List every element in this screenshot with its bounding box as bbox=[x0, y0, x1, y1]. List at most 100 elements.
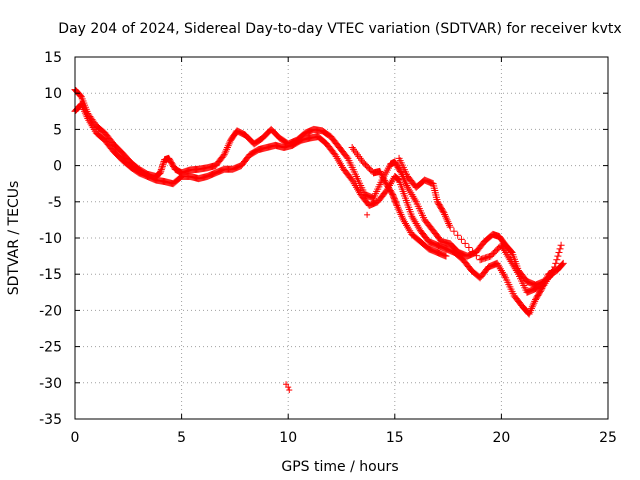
data-point bbox=[355, 153, 363, 161]
data-point bbox=[454, 231, 462, 239]
y-tick-label: -15 bbox=[39, 267, 62, 283]
data-point bbox=[500, 245, 508, 253]
data-point bbox=[559, 259, 567, 267]
data-point bbox=[334, 156, 342, 164]
y-axis-label: SDTVAR / TECUs bbox=[6, 181, 22, 296]
x-tick-label: 25 bbox=[599, 430, 617, 446]
y-tick-label: 10 bbox=[44, 86, 62, 102]
data-point bbox=[411, 218, 419, 226]
data-point bbox=[529, 301, 537, 309]
data-point bbox=[379, 174, 387, 182]
data-point bbox=[512, 267, 520, 275]
grid bbox=[75, 57, 608, 419]
data-point bbox=[395, 205, 403, 213]
data-point bbox=[505, 254, 513, 262]
data-point bbox=[440, 209, 448, 217]
data-point bbox=[81, 107, 89, 115]
data-point bbox=[506, 247, 514, 255]
data-point bbox=[88, 122, 96, 130]
data-point bbox=[558, 260, 566, 268]
y-tick-label: 15 bbox=[44, 50, 62, 66]
data-point bbox=[221, 149, 229, 157]
data-point bbox=[408, 191, 416, 199]
y-tick-label: -10 bbox=[39, 231, 62, 247]
data-point bbox=[401, 220, 409, 228]
data-point bbox=[156, 169, 164, 177]
data-point bbox=[223, 144, 231, 151]
data-point bbox=[353, 151, 361, 159]
data-point bbox=[502, 248, 510, 256]
data-point bbox=[526, 308, 534, 316]
data-point bbox=[409, 192, 417, 200]
data-point bbox=[381, 178, 389, 186]
data-point bbox=[394, 203, 402, 211]
x-tick-label: 10 bbox=[279, 430, 297, 446]
data-point bbox=[364, 211, 371, 218]
data-point bbox=[546, 270, 554, 278]
data-point bbox=[333, 154, 341, 162]
data-point bbox=[285, 384, 292, 391]
data-point bbox=[222, 147, 230, 155]
data-point bbox=[353, 185, 361, 193]
y-tick-label: -35 bbox=[39, 412, 62, 428]
data-point bbox=[493, 259, 501, 267]
data-point bbox=[349, 145, 357, 153]
data-point bbox=[503, 250, 511, 258]
data-point bbox=[403, 221, 411, 229]
data-point bbox=[355, 187, 363, 195]
data-point bbox=[397, 169, 405, 177]
y-tick-label: 0 bbox=[53, 159, 62, 175]
data-point bbox=[405, 185, 413, 193]
data-point bbox=[378, 172, 386, 180]
data-point bbox=[82, 111, 90, 119]
data-point bbox=[377, 169, 385, 177]
x-tick-label: 0 bbox=[71, 430, 80, 446]
data-point bbox=[469, 248, 477, 256]
data-point bbox=[159, 159, 167, 167]
data-point bbox=[501, 272, 509, 280]
data-point bbox=[531, 297, 539, 305]
data-point bbox=[549, 267, 557, 275]
data-point bbox=[530, 299, 538, 307]
data-point bbox=[445, 220, 453, 228]
data-point bbox=[405, 225, 413, 233]
data-point bbox=[412, 220, 420, 228]
data-point bbox=[513, 268, 521, 276]
data-point bbox=[465, 244, 473, 252]
data-point bbox=[86, 118, 94, 126]
data-point bbox=[400, 218, 408, 226]
y-tick-label: 5 bbox=[53, 122, 62, 138]
data-point bbox=[408, 212, 416, 220]
data-point bbox=[77, 92, 85, 100]
data-point bbox=[399, 216, 407, 224]
data-point bbox=[552, 259, 560, 267]
data-point bbox=[396, 209, 404, 217]
data-point bbox=[224, 142, 232, 150]
data-point bbox=[406, 227, 414, 235]
data-point bbox=[410, 216, 418, 224]
data-point bbox=[472, 252, 480, 260]
y-tick-label: -30 bbox=[39, 376, 62, 392]
data-point bbox=[554, 252, 562, 260]
data-point bbox=[441, 212, 449, 220]
data-point bbox=[498, 268, 506, 276]
data-point bbox=[85, 116, 93, 124]
data-point bbox=[393, 201, 401, 209]
data-point bbox=[501, 247, 509, 255]
data-point bbox=[548, 268, 556, 276]
data-point bbox=[507, 248, 515, 256]
data-point bbox=[555, 248, 563, 256]
data-point bbox=[542, 277, 550, 285]
data-point bbox=[395, 207, 403, 215]
data-point bbox=[80, 105, 88, 113]
data-point bbox=[508, 259, 516, 267]
data-point bbox=[349, 178, 357, 186]
data-point bbox=[407, 189, 415, 197]
y-tick-label: -25 bbox=[39, 340, 62, 356]
data-point bbox=[336, 160, 344, 168]
data-point bbox=[78, 102, 86, 110]
data-point bbox=[159, 161, 167, 169]
data-point bbox=[81, 109, 89, 117]
data-point bbox=[442, 214, 450, 222]
